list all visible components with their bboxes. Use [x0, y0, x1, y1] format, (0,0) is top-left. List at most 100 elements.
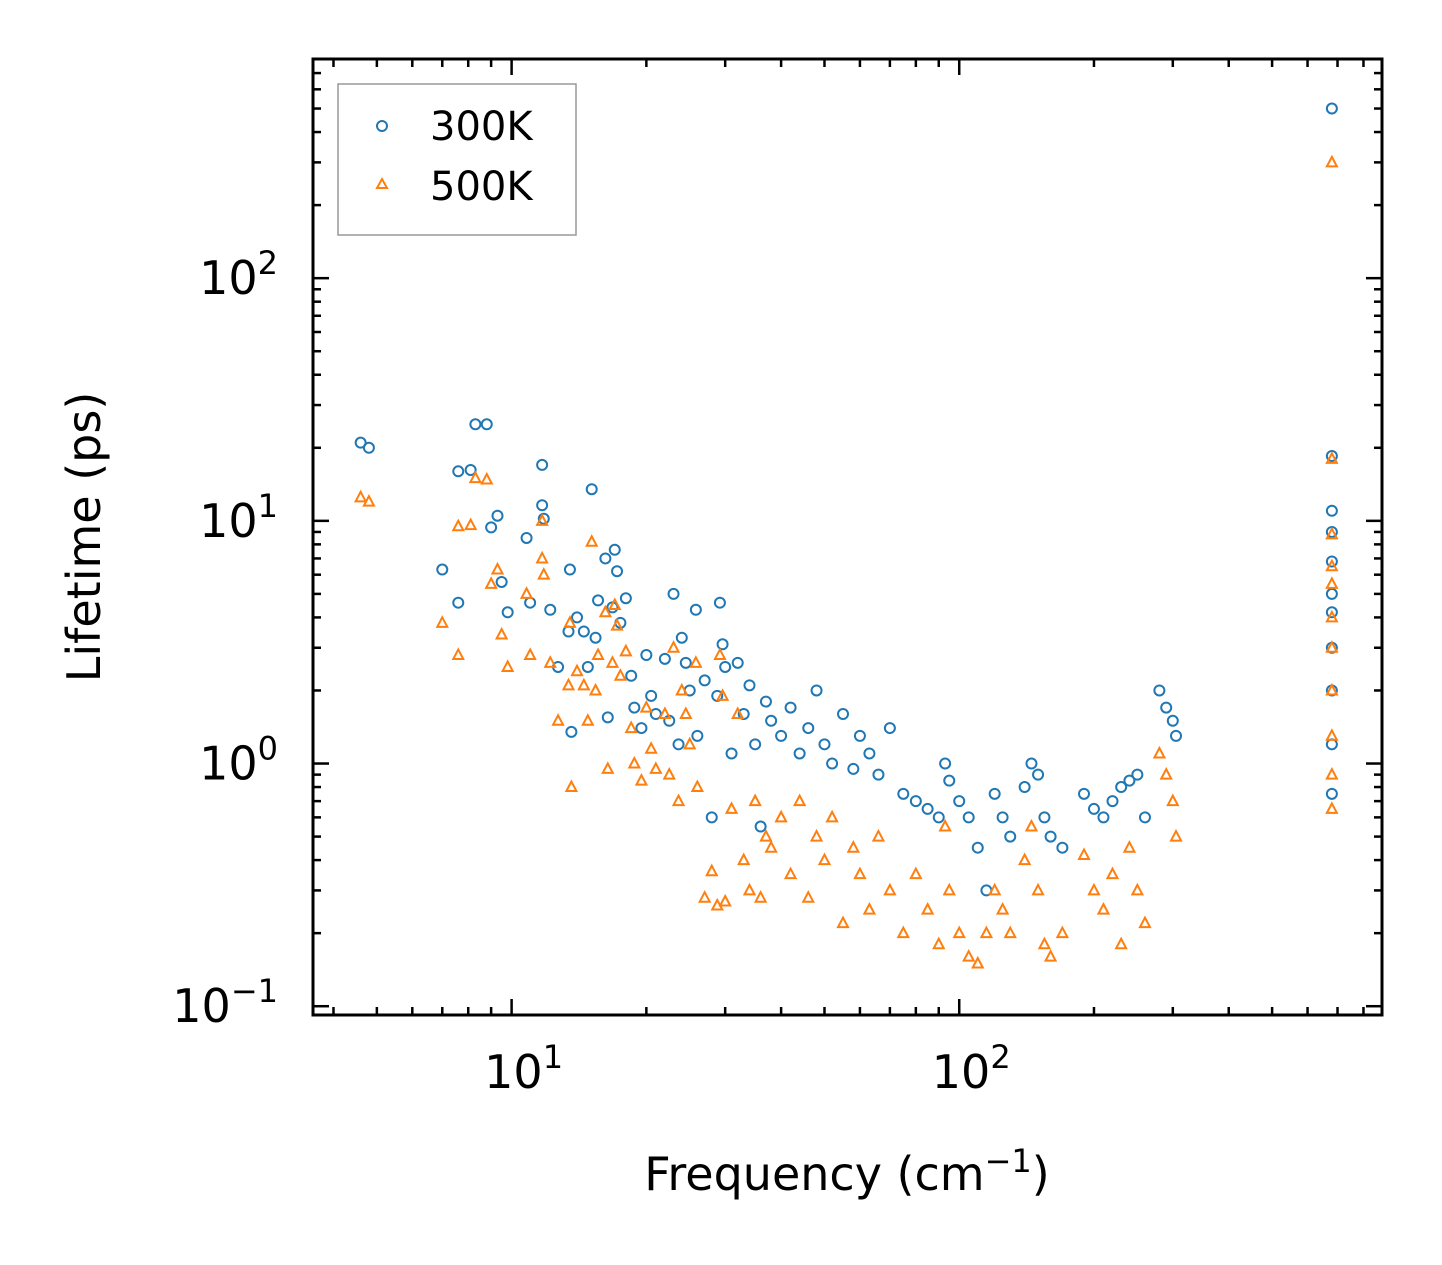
point-300k-13 [524, 596, 537, 609]
point-500k-100 [1114, 936, 1128, 950]
point-500k-54 [715, 688, 730, 701]
point-500k-97 [1087, 882, 1101, 896]
point-300k-51 [705, 811, 718, 824]
point-500k-39 [644, 741, 658, 754]
y-axis-label: Lifetime (ps) [57, 392, 111, 683]
point-500k-6 [468, 470, 483, 484]
point-300k-32 [611, 565, 624, 578]
point-300k-106 [1166, 714, 1179, 727]
point-300k-97 [1087, 802, 1100, 815]
point-500k-61 [753, 890, 768, 903]
point-300k-61 [754, 820, 767, 833]
point-300k-84 [962, 811, 975, 824]
point-500k-37 [634, 773, 649, 786]
point-500k-7 [480, 471, 494, 485]
x-tick-label-100: 102 [932, 1038, 1011, 1099]
point-300k-95 [1056, 841, 1069, 854]
point-300k-118 [1325, 787, 1338, 800]
point-300k-79 [921, 802, 934, 815]
point-300k-88 [996, 811, 1009, 824]
point-300k-62 [759, 695, 772, 708]
point-300k-85 [971, 841, 984, 854]
point-500k-64 [774, 809, 788, 823]
point-500k-105 [1159, 766, 1173, 780]
point-500k-75 [871, 828, 886, 842]
point-300k-45 [675, 631, 688, 644]
point-300k-15 [537, 512, 550, 525]
point-300k-6 [469, 418, 482, 431]
point-500k-1 [362, 493, 376, 507]
point-500k-89 [1003, 925, 1017, 939]
point-300k-114 [1325, 606, 1338, 619]
point-300k-100 [1115, 781, 1128, 794]
point-300k-48 [689, 603, 702, 616]
point-500k-117 [1325, 766, 1339, 780]
point-300k-92 [1032, 768, 1045, 781]
point-300k-22 [571, 611, 584, 624]
point-300k-112 [1325, 555, 1338, 568]
point-500k-68 [809, 828, 824, 842]
point-500k-96 [1077, 847, 1091, 860]
point-500k-14 [535, 513, 549, 526]
point-500k-83 [952, 925, 966, 939]
legend-label-500k: 500K [430, 164, 534, 210]
point-500k-24 [581, 713, 595, 726]
point-300k-11 [501, 606, 514, 619]
y-tick-label-0.1: 10−1 [172, 972, 278, 1033]
point-500k-18 [551, 713, 565, 726]
point-300k-74 [863, 747, 876, 760]
point-500k-70 [825, 809, 839, 823]
point-300k-53 [713, 596, 726, 609]
point-300k-80 [932, 811, 945, 824]
point-300k-63 [765, 714, 778, 727]
point-500k-44 [671, 793, 686, 807]
point-300k-71 [837, 707, 850, 720]
point-500k-8 [484, 576, 498, 589]
point-300k-57 [731, 656, 744, 669]
point-300k-2 [436, 563, 449, 576]
point-300k-103 [1138, 811, 1151, 824]
point-300k-59 [743, 679, 756, 692]
point-300k-56 [725, 747, 738, 760]
point-300k-54 [716, 638, 729, 651]
point-500k-81 [938, 818, 952, 832]
point-300k-17 [544, 603, 557, 616]
y-tick-label-1: 100 [199, 730, 278, 791]
point-500k-94 [1043, 949, 1058, 962]
point-500k-57 [731, 706, 745, 719]
point-500k-51 [705, 863, 719, 877]
axis-tick-labels: 101 102 10−1 100 101 102 [172, 244, 1010, 1099]
point-500k-43 [666, 640, 681, 653]
point-500k-49 [690, 779, 705, 793]
point-500k-113 [1325, 609, 1339, 623]
legend-marker-300k [376, 120, 388, 132]
point-500k-35 [624, 720, 638, 734]
point-300k-89 [1004, 830, 1017, 843]
point-500k-41 [658, 706, 672, 719]
point-500k-25 [585, 534, 599, 547]
point-300k-27 [592, 594, 605, 607]
point-500k-55 [718, 893, 732, 907]
point-500k-71 [836, 915, 850, 929]
point-300k-69 [818, 738, 831, 751]
point-500k-19 [561, 677, 576, 691]
point-300k-73 [853, 729, 866, 742]
point-500k-76 [883, 882, 897, 896]
point-300k-109 [1325, 450, 1338, 463]
point-500k-5 [463, 517, 478, 531]
point-300k-29 [601, 711, 614, 724]
point-300k-16 [536, 458, 549, 471]
point-300k-4 [452, 465, 465, 478]
point-300k-39 [645, 689, 658, 702]
point-300k-37 [635, 722, 648, 735]
point-500k-32 [610, 617, 624, 631]
point-500k-67 [801, 890, 815, 903]
point-500k-15 [537, 567, 551, 580]
point-500k-0 [353, 489, 368, 503]
point-500k-111 [1325, 558, 1339, 572]
y-tick-label-100: 102 [199, 244, 278, 305]
point-300k-8 [485, 521, 498, 534]
point-300k-105 [1160, 701, 1173, 714]
point-300k-77 [897, 787, 910, 800]
